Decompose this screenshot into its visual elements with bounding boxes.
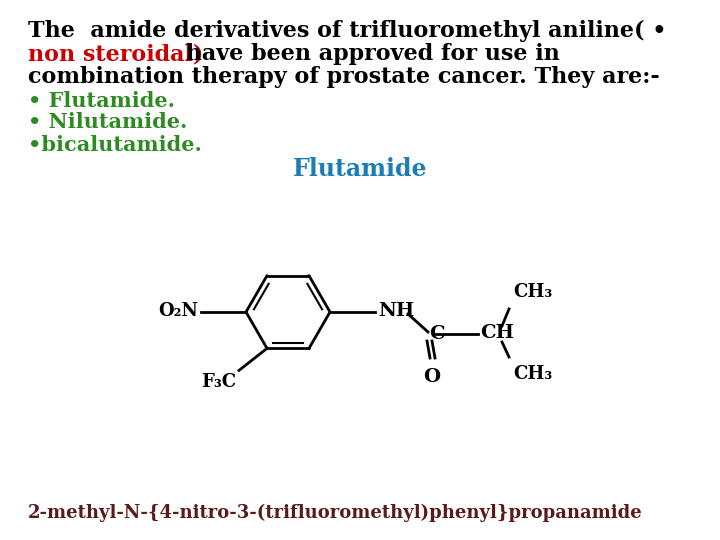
Text: O₂N: O₂N (158, 302, 198, 320)
Text: 2-methyl-N-{4-nitro-3-(trifluoromethyl)phenyl}propanamide: 2-methyl-N-{4-nitro-3-(trifluoromethyl)p… (28, 504, 643, 522)
Text: non steroidal): non steroidal) (28, 43, 203, 65)
Text: • Nilutamide.: • Nilutamide. (28, 112, 187, 132)
Text: NH: NH (378, 302, 414, 320)
Text: Flutamide: Flutamide (293, 157, 427, 181)
Text: •bicalutamide.: •bicalutamide. (28, 135, 202, 155)
Text: have been approved for use in: have been approved for use in (178, 43, 559, 65)
Text: CH₃: CH₃ (513, 283, 552, 301)
Text: The  amide derivatives of trifluoromethyl aniline( •: The amide derivatives of trifluoromethyl… (28, 20, 667, 42)
Text: • Flutamide.: • Flutamide. (28, 91, 175, 111)
Text: O: O (423, 368, 441, 386)
Text: combination therapy of prostate cancer. They are:-: combination therapy of prostate cancer. … (28, 66, 660, 88)
Text: CH: CH (480, 324, 514, 342)
Text: F₃C: F₃C (201, 373, 236, 392)
Text: C: C (429, 325, 445, 343)
Text: CH₃: CH₃ (513, 365, 552, 383)
